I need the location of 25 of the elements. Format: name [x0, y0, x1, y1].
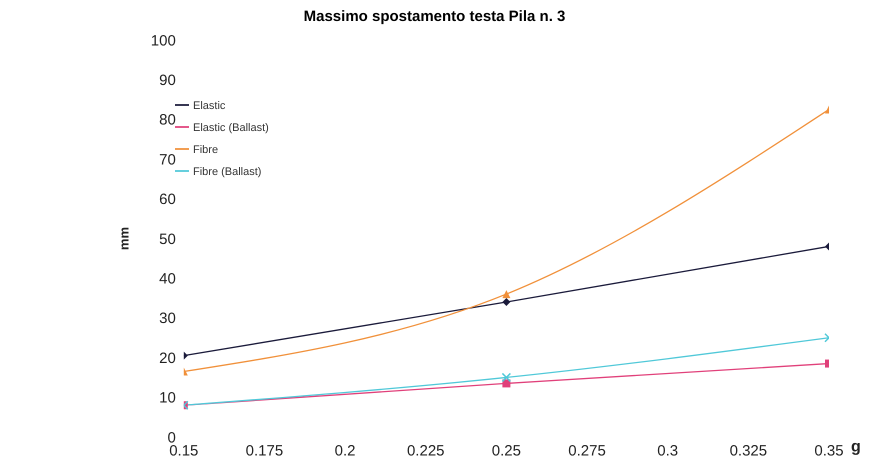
x-tick-label: 0.2 [334, 442, 356, 460]
x-tick-label: 0.325 [730, 442, 768, 460]
x-tick-label: 0.175 [246, 442, 284, 460]
chart-title: Massimo spostamento testa Pila n. 3 [302, 7, 566, 27]
y-tick-label: 70 [159, 151, 176, 168]
y-tick-label: 60 [159, 191, 176, 208]
y-tick-label: 80 [159, 112, 176, 129]
legend-label: Fibre (Ballast) [193, 166, 262, 178]
y-tick-label: 100 [150, 32, 176, 50]
x-tick-label: 0.225 [406, 442, 445, 460]
y-tick-label: 90 [159, 72, 176, 90]
x-tick-label: 0.275 [568, 442, 606, 460]
y-tick-label: 50 [159, 230, 176, 248]
x-tick-label: 0.35 [814, 442, 844, 460]
legend-label: Elastic (Ballast) [193, 122, 269, 134]
y-tick-label: 20 [159, 350, 176, 367]
legend-label: Elastic [193, 100, 226, 112]
y-tick-label: 10 [159, 390, 176, 407]
legend-label: Fibre [193, 144, 218, 156]
y-tick-label: 30 [159, 310, 176, 328]
y-axis-title: mm [116, 226, 132, 250]
x-axis-title: g [851, 438, 861, 456]
x-tick-label: 0.3 [657, 442, 678, 460]
y-tick-label: 40 [159, 270, 176, 288]
x-tick-label: 0.25 [492, 442, 521, 460]
